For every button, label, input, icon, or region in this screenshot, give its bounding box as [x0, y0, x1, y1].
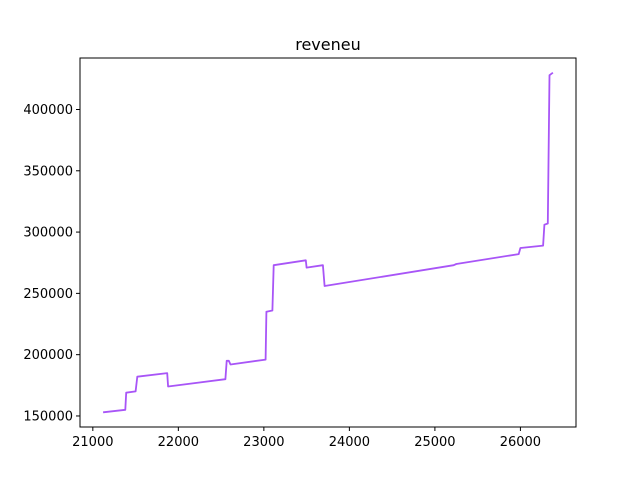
x-tick-label: 23000	[243, 435, 284, 450]
x-axis-ticks: 21000 22000 23000 24000 25000 26000	[72, 427, 541, 450]
chart-title: reveneu	[295, 35, 361, 54]
series-line	[102, 71, 554, 414]
y-tick-label: 350000	[23, 164, 73, 179]
y-axis-ticks: 150000 200000 250000 300000 350000 400000	[23, 103, 80, 424]
x-tick-label: 22000	[158, 435, 199, 450]
y-tick-label: 200000	[23, 348, 73, 363]
y-tick-label: 150000	[23, 409, 73, 424]
y-tick-label: 250000	[23, 287, 73, 302]
y-tick-label: 300000	[23, 226, 73, 241]
y-tick-label: 400000	[23, 103, 73, 118]
x-tick-label: 25000	[414, 435, 455, 450]
x-tick-label: 21000	[72, 435, 113, 450]
x-tick-label: 26000	[500, 435, 541, 450]
series-layer	[102, 71, 554, 414]
plot-frame	[79, 57, 577, 428]
x-tick-label: 24000	[329, 435, 370, 450]
